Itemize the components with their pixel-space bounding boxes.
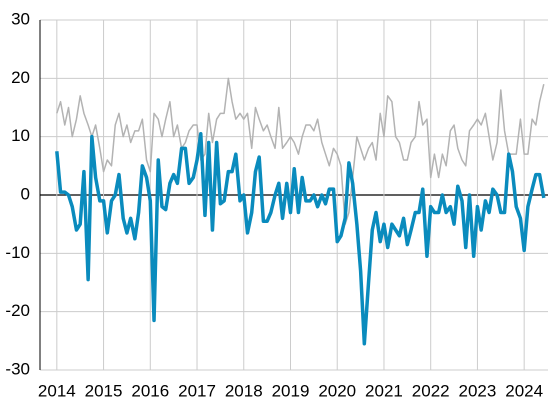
x-tick-label: 2015 [85, 381, 123, 400]
y-tick-label: 30 [11, 9, 30, 28]
x-tick-label: 2018 [225, 381, 263, 400]
x-tick-label: 2016 [131, 381, 169, 400]
y-tick-label: -10 [5, 243, 30, 262]
y-tick-label: 0 [21, 184, 30, 203]
x-tick-label: 2024 [505, 381, 543, 400]
x-tick-label: 2022 [412, 381, 450, 400]
series-line [55, 132, 546, 346]
x-tick-label: 2021 [365, 381, 403, 400]
y-tick-label: -30 [5, 359, 30, 378]
series-line [56, 77, 545, 225]
y-tick-label: 20 [11, 68, 30, 87]
y-tick-label: 10 [11, 126, 30, 145]
x-tick-label: 2019 [272, 381, 310, 400]
x-tick-label: 2017 [178, 381, 216, 400]
y-tick-label: -20 [5, 301, 30, 320]
x-tick-label: 2014 [38, 381, 76, 400]
x-tick-label: 2020 [318, 381, 356, 400]
x-tick-label: 2023 [459, 381, 497, 400]
